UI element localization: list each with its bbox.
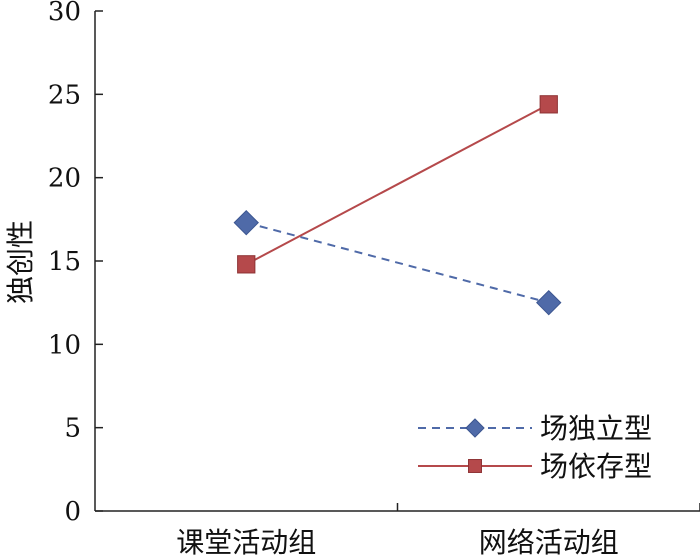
- legend-marker: [468, 459, 482, 473]
- legend-marker: [465, 418, 485, 438]
- y-tick-label: 15: [48, 247, 81, 277]
- x-category-label: 网络活动组: [479, 526, 619, 559]
- legend-item: 场独立型: [418, 412, 652, 445]
- y-axis-label: 独创性: [4, 220, 37, 304]
- y-tick-label: 5: [64, 414, 81, 444]
- data-point-marker: [539, 95, 558, 114]
- y-tick-label: 30: [48, 0, 81, 27]
- data-point-marker: [233, 209, 259, 236]
- data-point-marker: [536, 289, 562, 316]
- data-point-marker: [237, 255, 256, 274]
- legend-label: 场依存型: [540, 450, 652, 483]
- series-line: [245, 103, 550, 266]
- x-category-label: 课堂活动组: [176, 526, 316, 559]
- axes: 0 5 10 15 20 25 30 课堂活动组 网络活动组: [48, 0, 700, 559]
- series-layer: [233, 95, 562, 316]
- legend-label: 场独立型: [540, 412, 652, 445]
- y-tick-label: 0: [64, 497, 81, 527]
- y-tick-label: 25: [48, 80, 81, 110]
- series-1: [233, 209, 562, 316]
- legend-item: 场依存型: [418, 450, 652, 483]
- y-ticks: 0 5 10 15 20 25 30: [48, 0, 103, 527]
- series-2: [237, 95, 558, 274]
- y-tick-label: 20: [48, 164, 81, 194]
- series-line: [245, 221, 550, 304]
- y-tick-label: 10: [48, 330, 81, 360]
- x-ticks: 课堂活动组 网络活动组: [176, 503, 700, 559]
